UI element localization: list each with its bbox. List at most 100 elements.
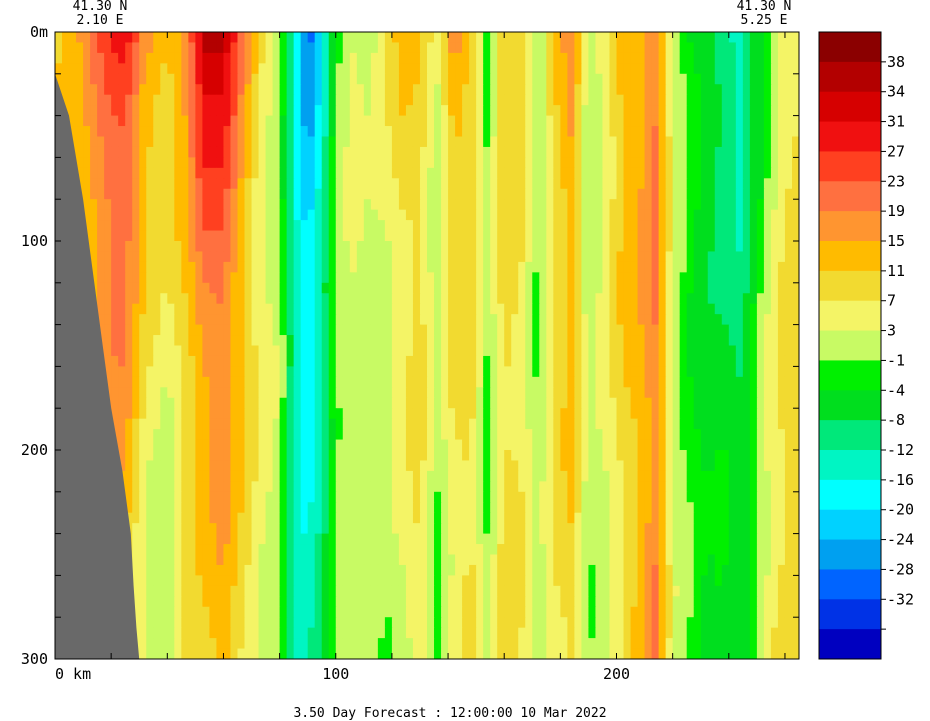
field-cell <box>616 42 625 54</box>
field-cell <box>581 167 590 179</box>
field-cell <box>609 366 618 378</box>
field-cell <box>784 230 793 242</box>
field-cell <box>251 470 260 482</box>
field-cell <box>258 52 267 64</box>
field-cell <box>251 220 260 232</box>
field-cell <box>125 439 133 451</box>
field-cell <box>609 105 618 117</box>
field-cell <box>511 230 519 242</box>
field-cell <box>735 73 744 85</box>
field-cell <box>679 303 688 315</box>
field-cell <box>588 272 597 284</box>
field-cell <box>539 105 547 117</box>
field-cell <box>707 282 716 294</box>
field-cell <box>293 261 302 273</box>
field-cell <box>714 502 723 514</box>
field-cell <box>490 335 498 347</box>
field-cell <box>69 84 77 96</box>
field-cell <box>784 188 793 200</box>
field-cell <box>448 502 456 514</box>
field-cell <box>391 408 400 420</box>
field-cell <box>160 282 168 294</box>
field-cell <box>644 220 653 232</box>
field-cell <box>111 335 119 347</box>
field-cell <box>279 115 288 127</box>
field-cell <box>174 94 182 106</box>
field-cell <box>658 282 667 294</box>
field-cell <box>665 324 674 336</box>
field-cell <box>553 491 561 503</box>
field-cell <box>279 178 288 190</box>
field-cell <box>441 105 449 117</box>
field-cell <box>209 261 218 273</box>
field-cell <box>111 376 119 388</box>
field-cell <box>265 199 274 211</box>
field-cell <box>483 157 491 169</box>
field-cell <box>132 220 140 232</box>
field-cell <box>469 439 477 451</box>
field-cell <box>293 387 302 399</box>
field-cell <box>763 429 772 441</box>
field-cell <box>251 481 260 493</box>
field-cell <box>258 230 267 242</box>
field-cell <box>76 73 84 85</box>
field-cell <box>125 220 133 232</box>
field-cell <box>153 199 161 211</box>
field-cell <box>644 42 653 54</box>
field-cell <box>307 491 316 503</box>
field-cell <box>469 241 477 253</box>
field-cell <box>735 303 744 315</box>
field-cell <box>167 376 175 388</box>
field-cell <box>756 42 765 54</box>
field-cell <box>707 261 716 273</box>
field-cell <box>616 376 625 388</box>
field-cell <box>609 209 618 221</box>
field-cell <box>188 136 196 148</box>
field-cell <box>749 314 758 326</box>
field-cell <box>300 439 309 451</box>
field-cell <box>251 512 260 524</box>
field-cell <box>707 502 716 514</box>
field-cell <box>693 387 702 399</box>
field-cell <box>335 345 344 357</box>
field-cell <box>574 303 583 315</box>
field-cell <box>490 209 498 221</box>
field-cell <box>132 126 140 138</box>
field-cell <box>160 230 168 242</box>
field-cell <box>707 241 716 253</box>
field-cell <box>216 167 225 179</box>
field-cell <box>258 303 267 315</box>
field-cell <box>525 188 533 200</box>
field-cell <box>441 272 449 284</box>
field-cell <box>370 324 379 336</box>
field-cell <box>202 324 211 336</box>
field-cell <box>83 52 91 64</box>
field-cell <box>286 314 295 326</box>
field-cell <box>742 282 751 294</box>
field-cell <box>370 261 379 273</box>
field-cell <box>532 439 540 451</box>
field-cell <box>588 199 597 211</box>
field-cell <box>230 188 239 200</box>
field-cell <box>609 220 618 232</box>
field-cell <box>448 94 456 106</box>
field-cell <box>118 178 126 190</box>
field-cell <box>581 335 590 347</box>
field-cell <box>553 199 561 211</box>
field-cell <box>328 470 337 482</box>
field-cell <box>427 481 435 493</box>
field-cell <box>728 261 737 273</box>
field-cell <box>363 324 372 336</box>
field-cell <box>525 272 533 284</box>
field-cell <box>132 209 140 221</box>
field-cell <box>272 261 281 273</box>
field-cell <box>546 282 554 294</box>
field-cell <box>700 366 709 378</box>
field-cell <box>237 429 246 441</box>
field-cell <box>258 345 267 357</box>
field-cell <box>300 32 309 44</box>
field-cell <box>483 94 491 106</box>
field-cell <box>153 261 161 273</box>
field-cell <box>630 345 639 357</box>
field-cell <box>511 512 519 524</box>
